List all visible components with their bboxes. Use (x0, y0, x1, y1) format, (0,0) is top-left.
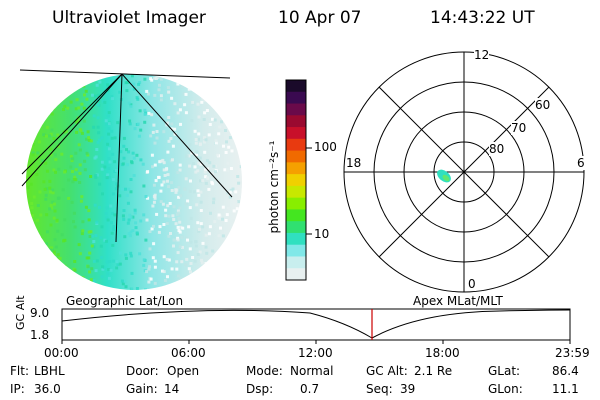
colorbar-segment (286, 115, 306, 128)
info-dsp-label: Dsp: (246, 382, 274, 396)
colorbar-tick-10: 10 (314, 227, 330, 241)
colorbar-segment (286, 91, 306, 105)
polar-label-6: 6 (577, 156, 585, 170)
polar-label-12: 12 (474, 48, 490, 62)
geographic-label: Geographic Lat/Lon (66, 294, 184, 308)
time-tick-0600: 06:00 (171, 346, 206, 360)
colorbar-segment (286, 244, 306, 257)
info-mode-value: Normal (290, 364, 334, 378)
time-tick-0000: 00:00 (44, 346, 79, 360)
info-dsp-value: 0.7 (300, 382, 320, 396)
info-door-label: Door: (126, 364, 159, 378)
altitude-tick-1-8: 1.8 (30, 328, 50, 342)
polar-ring-label-70: 70 (511, 121, 527, 135)
colorbar-segment (286, 256, 306, 269)
colorbar-segment (286, 221, 306, 234)
altitude-tick-9: 9.0 (30, 306, 50, 320)
colorbar-segment (286, 268, 306, 281)
colorbar-segment (286, 138, 306, 152)
info-gcalt-value: 2.1 Re (414, 364, 453, 378)
info-glat-value: 86.4 (552, 364, 579, 378)
polar-label-0: 0 (468, 277, 476, 291)
colorbar-segment (286, 209, 306, 222)
observation-date: 10 Apr 07 (278, 8, 362, 28)
colorbar-segment (286, 185, 306, 199)
info-glon-label: GLon: (488, 382, 523, 396)
instrument-title: Ultraviolet Imager (52, 8, 206, 28)
info-gain-label: Gain: (126, 382, 158, 396)
info-seq-value: 39 (400, 382, 416, 396)
polar-label-18: 18 (346, 156, 362, 170)
colorbar-segment (286, 232, 306, 246)
info-glat-label: GLat: (488, 364, 521, 378)
info-flt-label: Flt: (10, 364, 29, 378)
altitude-curve (61, 309, 571, 339)
info-ip-label: IP: (10, 382, 25, 396)
colorbar-segment (286, 80, 306, 93)
apex-label: Apex MLat/MLT (413, 294, 503, 308)
info-mode-label: Mode: (246, 364, 283, 378)
colorbar-segment (286, 103, 306, 116)
info-ip-value: 36.0 (34, 382, 61, 396)
info-flt-value: LBHL (34, 364, 65, 378)
time-tick-1200: 12:00 (298, 346, 333, 360)
colorbar-segment (286, 162, 306, 175)
colorbar-segment (286, 150, 306, 163)
altitude-axis-label: GC Alt (14, 295, 27, 330)
time-tick-1800: 18:00 (425, 346, 460, 360)
polar-ring-label-60: 60 (535, 98, 551, 112)
info-door-value: Open (167, 364, 200, 378)
polar-auroral-spot (437, 169, 451, 183)
info-glon-value: 11.1 (552, 382, 579, 396)
geo-grid-lines (19, 69, 233, 243)
time-tick-2359: 23:59 (555, 346, 590, 360)
colorbar-scale (286, 80, 306, 281)
colorbar-segment (286, 127, 306, 140)
polar-ring-label-80: 80 (489, 142, 505, 156)
colorbar-segment (286, 197, 306, 210)
observation-time: 14:43:22 UT (430, 8, 535, 28)
info-gain-value: 14 (164, 382, 180, 396)
colorbar-segment (286, 174, 306, 187)
info-gcalt-label: GC Alt: (366, 364, 408, 378)
colorbar-tick-100: 100 (314, 140, 337, 154)
info-seq-label: Seq: (366, 382, 393, 396)
